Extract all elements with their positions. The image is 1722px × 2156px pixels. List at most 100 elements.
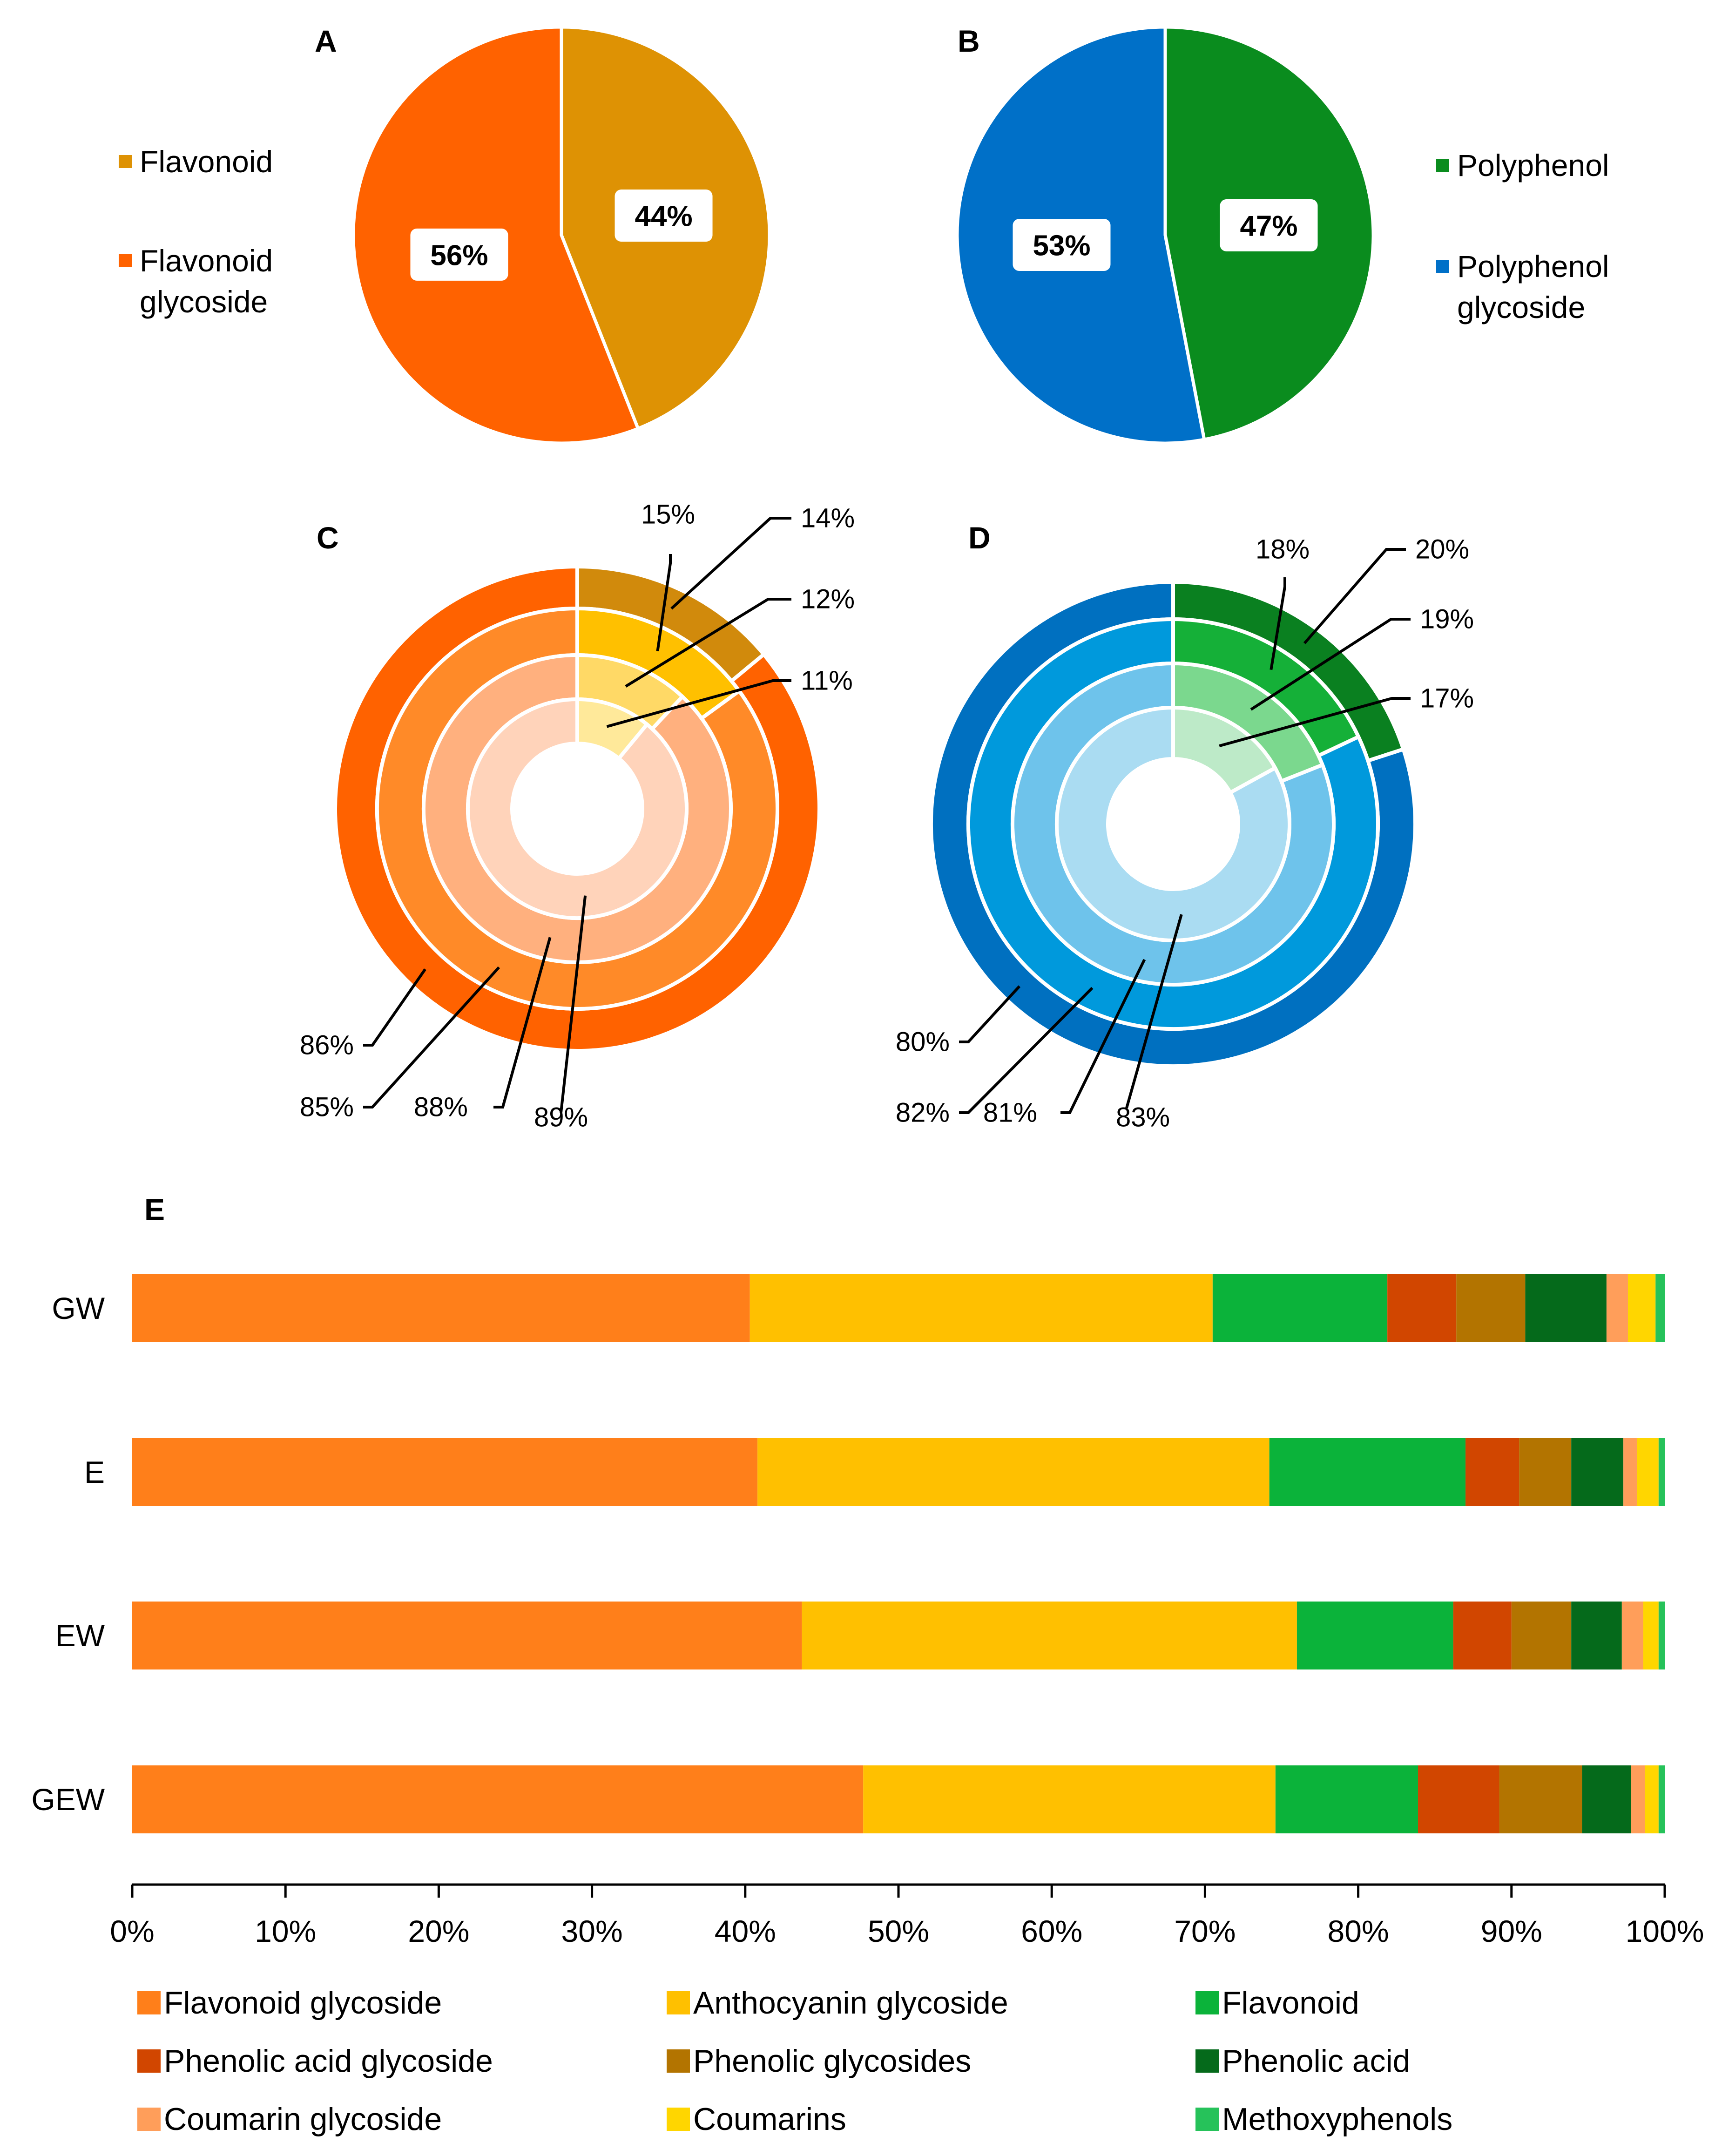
data-label: 15% [641,500,695,530]
leader-line [625,598,791,688]
panel-label: D [968,520,991,555]
data-label-box [1013,219,1111,271]
category-label: GW [52,1291,105,1325]
x-tick-label: 40% [715,1914,776,1948]
panel-b-pie-chart: B 47% 53% Polyphenol Polyphenol glycoside [955,24,1609,445]
data-label: 88% [414,1092,468,1122]
leader-line [560,895,587,1113]
panel-d-nested-donut-chart: D 20% 18% 19% 17% 80% 82% 81% 83% [896,520,1474,1133]
bar-segment-phenolic-glycosides [1456,1274,1526,1342]
legend-label: Flavonoid glycoside [164,1985,442,2021]
legend-label: Coumarins [693,2102,846,2137]
data-label-box [410,228,508,281]
leader-line [1060,959,1146,1114]
bar-segment-anthocyanin-glycoside [802,1602,1297,1669]
data-label: 19% [1420,604,1474,635]
x-tick-label: 100% [1626,1914,1704,1948]
legend-label: Anthocyanin glycoside [693,1985,1008,2021]
bar-segment-flavonoid-glycoside [132,1274,750,1342]
panel-label: A [315,24,337,58]
legend-label: glycoside [1457,290,1585,324]
bar-segment-phenolic-acid [1571,1602,1622,1669]
data-label: 44% [635,201,692,233]
bar-segment-phenolic-acid-glycoside [1387,1274,1457,1342]
legend-swatch [1436,159,1449,172]
bar-segment-methoxyphenols [1658,1602,1665,1669]
bar-segment-flavonoid-glycoside [132,1602,802,1669]
data-label: 53% [1033,230,1090,262]
bar-segment-phenolic-acid [1525,1274,1607,1342]
bar-segment-coumarin-glycoside [1623,1438,1637,1506]
x-tick-label: 30% [561,1914,623,1948]
data-label-box [615,189,713,242]
category-label: GEW [31,1782,105,1817]
legend-swatch [119,155,132,168]
legend-label: Flavonoid [140,243,273,278]
leader-line [1303,548,1406,644]
bar-segment-coumarins [1643,1602,1659,1669]
legend-label: Flavonoid [140,144,273,179]
leader-line [493,937,552,1108]
bar-segment-phenolic-acid-glycoside [1418,1765,1499,1833]
panel-label: C [317,520,339,555]
leader-line [1270,577,1286,670]
leader-line [1125,914,1183,1108]
data-label: 86% [300,1030,354,1061]
bar-segment-coumarins [1645,1765,1659,1833]
legend-label: Polyphenol [1457,249,1609,284]
bar-segment-flavonoid [1212,1274,1388,1342]
category-label: E [84,1455,105,1489]
bar-segment-flavonoid [1269,1438,1466,1506]
data-label: 17% [1420,683,1474,714]
legend-label: Phenolic acid [1222,2043,1410,2079]
category-label: EW [55,1618,105,1653]
bar-segment-flavonoid [1297,1602,1453,1669]
legend-swatch [137,2049,161,2073]
legend-swatch [667,2049,690,2073]
legend-label: Coumarin glycoside [164,2102,442,2137]
bar-segment-flavonoid-glycoside [132,1438,758,1506]
bar-segment-flavonoid-glycoside [132,1765,864,1833]
bar-segment-phenolic-glycosides [1511,1602,1572,1669]
legend-swatch [137,2108,161,2131]
leader-line [959,987,1094,1114]
bar-segment-phenolic-glycosides [1519,1438,1572,1506]
legend-swatch [667,1991,690,2014]
legend-swatch [1195,2049,1219,2073]
legend-swatch [1195,2108,1219,2131]
x-tick-label: 20% [408,1914,469,1948]
bar-segment-anthocyanin-glycoside [757,1438,1270,1506]
bar-segment-coumarin-glycoside [1606,1274,1628,1342]
x-tick-label: 70% [1174,1914,1236,1948]
data-label: 81% [983,1098,1037,1128]
data-label: 82% [896,1098,950,1128]
bar-segment-phenolic-acid-glycoside [1453,1602,1512,1669]
legend-label: Phenolic glycosides [693,2043,971,2079]
leader-line [606,679,791,728]
bar-segment-methoxyphenols [1655,1274,1665,1342]
data-label: 18% [1256,534,1310,565]
legend-label: glycoside [140,284,268,319]
data-label: 20% [1415,534,1469,565]
bar-segment-anthocyanin-glycoside [863,1765,1276,1833]
data-label: 89% [534,1102,588,1133]
legend-swatch [1195,1991,1219,2014]
bar-segment-phenolic-acid [1582,1765,1631,1833]
panel-a-pie-chart: A 44% 56% Flavonoid Flavonoid glycoside [119,24,771,445]
bar-segment-coumarin-glycoside [1631,1765,1645,1833]
ring-segment-outer [1171,705,1278,795]
leader-line [1250,618,1411,711]
data-label: 47% [1240,210,1297,242]
data-label: 80% [896,1027,950,1057]
bar-segment-phenolic-acid [1571,1438,1624,1506]
x-tick-label: 60% [1021,1914,1082,1948]
data-label: 85% [300,1092,354,1122]
bar-segment-flavonoid [1275,1765,1418,1833]
legend-label: Flavonoid [1222,1985,1359,2021]
leader-line [670,517,791,610]
leader-line [656,554,672,651]
legend-label: Phenolic acid glycoside [164,2043,493,2079]
bar-segment-phenolic-glycosides [1499,1765,1582,1833]
legend-swatch [137,1991,161,2014]
